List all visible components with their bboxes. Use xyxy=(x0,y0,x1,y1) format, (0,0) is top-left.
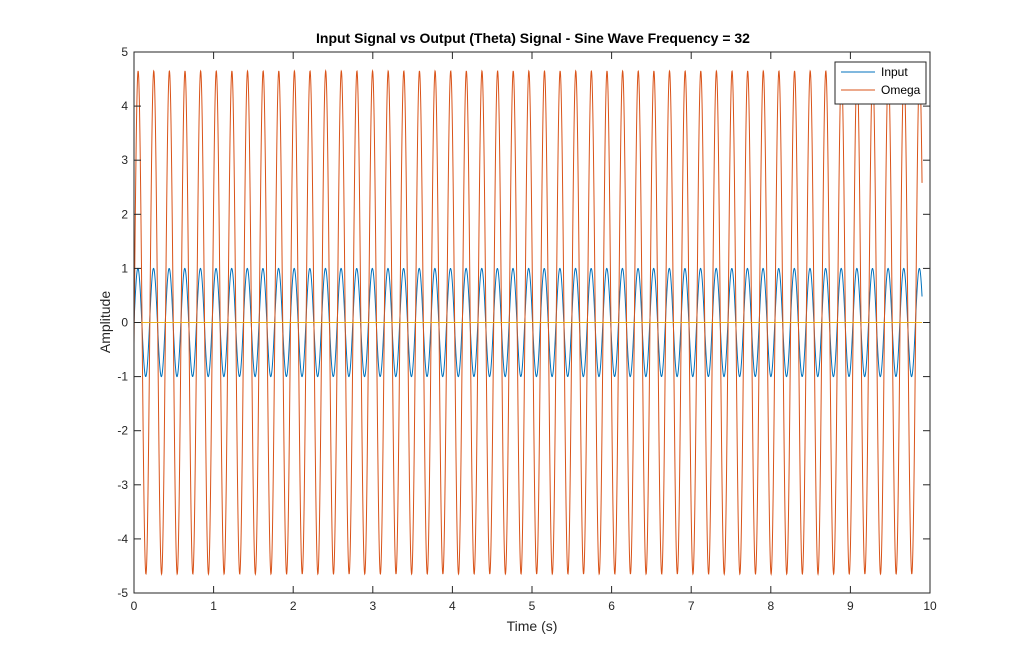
y-tick-label: 5 xyxy=(121,45,128,59)
y-tick-label: 3 xyxy=(121,153,128,167)
x-tick-label: 3 xyxy=(369,599,376,613)
y-tick-label: -3 xyxy=(117,478,128,492)
y-tick-label: 4 xyxy=(121,99,128,113)
y-tick-label: -2 xyxy=(117,424,128,438)
y-axis-label: Amplitude xyxy=(97,291,113,353)
x-tick-label: 0 xyxy=(131,599,138,613)
series-layer xyxy=(133,68,923,577)
x-tick-label: 2 xyxy=(290,599,297,613)
axes-layer: 0 1 2 3 4 5 6 7 8 9 10 -5 -4 -3 -2 -1 0 1 2 3 4 5 xyxy=(117,45,937,613)
series-line-omega xyxy=(133,68,923,577)
y-tick-label: 2 xyxy=(121,207,128,221)
x-tick-label: 6 xyxy=(608,599,615,613)
chart-title: Input Signal vs Output (Theta) Signal - … xyxy=(316,30,750,46)
x-tick-label: 1 xyxy=(210,599,217,613)
x-tick-label: 7 xyxy=(688,599,695,613)
x-tick-label: 8 xyxy=(767,599,774,613)
legend-box xyxy=(834,61,927,105)
y-tick-label: -1 xyxy=(117,370,128,384)
legend-label-input: Input xyxy=(881,65,908,79)
x-tick-label: 5 xyxy=(529,599,536,613)
y-tick-label: 1 xyxy=(121,261,128,275)
legend-label-omega: Omega xyxy=(881,83,921,97)
x-tick-label: 9 xyxy=(847,599,854,613)
y-tick-label: -5 xyxy=(117,586,128,600)
x-tick-label: 10 xyxy=(923,599,937,613)
y-tick-label: -4 xyxy=(117,532,128,546)
y-tick-label: 0 xyxy=(121,316,128,330)
x-axis-label: Time (s) xyxy=(507,618,558,634)
legend: Input Omega xyxy=(834,61,927,105)
x-tick-label: 4 xyxy=(449,599,456,613)
